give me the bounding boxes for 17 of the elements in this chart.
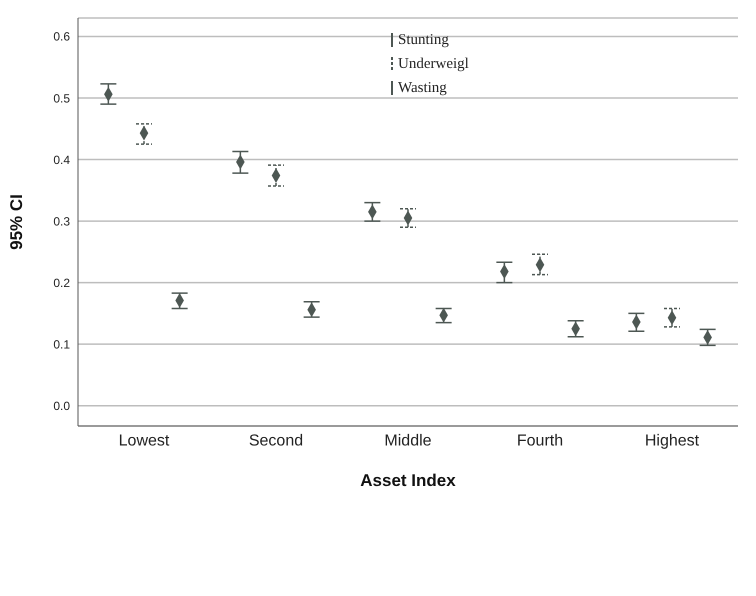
x-tick-label: Fourth [516, 432, 564, 450]
legend-label: Stunting [398, 31, 449, 50]
x-tick-label: Lowest [118, 432, 170, 450]
y-tick-label: 0.6 [53, 30, 70, 44]
y-tick-label: 0.0 [53, 398, 70, 413]
legend-label: Wasting [398, 79, 447, 98]
y-tick-label: 0.1 [53, 337, 70, 352]
y-tick-label: 0.3 [53, 214, 70, 228]
y-axis-title: 95% CI [7, 194, 26, 250]
x-tick-label: Second [248, 432, 304, 450]
legend-label: Underweigl [398, 55, 469, 74]
y-tick-label: 0.5 [53, 91, 70, 106]
x-tick-label: Middle [384, 432, 432, 450]
x-tick-label: Highest [644, 432, 700, 450]
x-axis-title: Asset Index [360, 471, 456, 490]
y-tick-label: 0.4 [53, 152, 70, 167]
y-tick-label: 0.2 [53, 276, 70, 290]
